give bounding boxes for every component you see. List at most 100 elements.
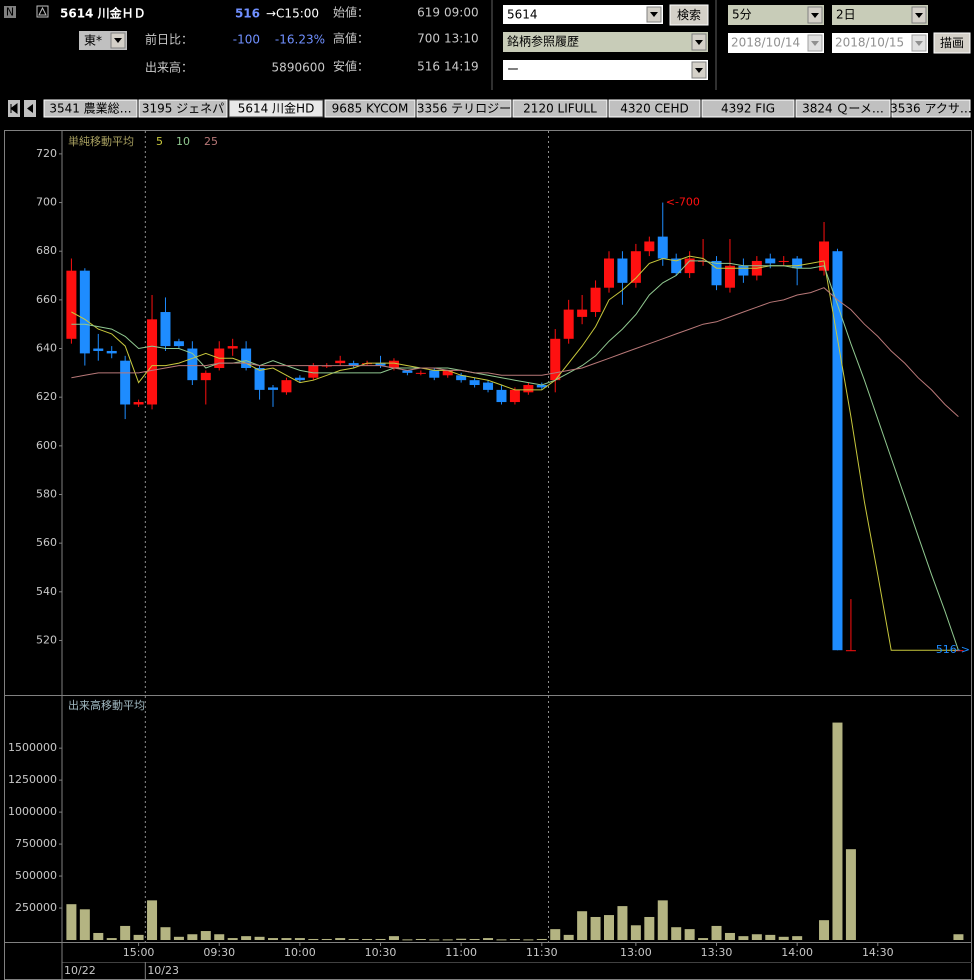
moving-average [71, 287, 959, 417]
candle-body [106, 350, 117, 354]
tab-label: 4320 CEHD [620, 102, 689, 116]
y-tick-label: 660 [36, 293, 57, 306]
volume-bar [630, 925, 641, 940]
volume-tick-label: 750000 [15, 837, 57, 850]
volume-bar [509, 938, 520, 940]
dropdown-arrow [811, 41, 819, 46]
open-time: 09:00 [444, 6, 479, 20]
y-tick-label: 520 [36, 633, 57, 646]
tab[interactable] [701, 99, 795, 118]
y-tick-label: 620 [36, 390, 57, 403]
search-label: 検索 [677, 8, 701, 22]
volume-bar [442, 939, 453, 941]
candle-body [281, 380, 292, 393]
volume-tick-label: 1500000 [8, 741, 57, 754]
candle-body [483, 382, 494, 390]
volume-bar [684, 929, 695, 940]
volume-bar [254, 936, 265, 940]
interval-select[interactable] [728, 5, 824, 25]
y-tick-label: 680 [36, 244, 57, 257]
date-label: 10/22 [64, 964, 96, 977]
candle-body [698, 260, 709, 262]
alert-icon-glyph [38, 6, 47, 16]
candle-body [671, 258, 682, 274]
tab-label: 3195 ジェネパ [142, 102, 224, 116]
code-input[interactable] [503, 5, 663, 24]
volume-bar [281, 938, 292, 940]
market-icon: N [6, 6, 14, 19]
volume-bar [133, 934, 144, 940]
candle-body [563, 309, 574, 339]
candle-body [657, 236, 668, 259]
x-tick-label: 10:30 [365, 946, 397, 959]
stock-title: 5614 川金ＨＤ [60, 6, 146, 21]
sub-select[interactable] [503, 60, 708, 80]
candle-body [93, 348, 104, 351]
high-label: 高値： [333, 31, 369, 46]
candle-body [724, 265, 735, 288]
volume-bar [227, 938, 238, 940]
volume-bar [456, 938, 467, 940]
span-select[interactable] [832, 5, 928, 25]
tab[interactable] [324, 99, 416, 118]
draw-button[interactable] [933, 32, 971, 54]
tab[interactable] [138, 99, 228, 118]
volume-bar [738, 936, 749, 940]
moving-average [71, 255, 959, 651]
to: 2018/10/15 [835, 36, 904, 50]
x-tick-label: 11:00 [445, 946, 477, 959]
dropdown-arrow [114, 38, 122, 43]
candle-body [200, 372, 211, 381]
candle-body [604, 258, 614, 288]
tab[interactable] [608, 99, 701, 118]
tab-prev-icon [27, 104, 33, 113]
volume-bar [792, 936, 803, 940]
volume-bar [348, 938, 359, 940]
history: 銘柄参照履歴 [507, 34, 579, 49]
candle-body [375, 363, 386, 366]
candle-body [388, 360, 399, 368]
volume-bar [469, 938, 480, 940]
high-time: 13:10 [444, 32, 479, 46]
y-tick-label: 540 [36, 585, 57, 598]
candle-body [550, 338, 561, 381]
y-tick-label: 580 [36, 488, 57, 501]
tab-label: 5614 川金HD [238, 101, 315, 116]
candle-body [509, 389, 520, 403]
history-select[interactable] [503, 32, 708, 52]
search-button[interactable] [669, 4, 709, 26]
legend-title: 単純移動平均 [68, 134, 134, 148]
volume-bar [832, 722, 843, 940]
candle-body [133, 402, 144, 405]
tab[interactable] [795, 99, 891, 118]
from-date[interactable] [728, 33, 824, 53]
dropdown-arrow [695, 68, 703, 73]
candle-body [160, 312, 171, 347]
y-tick-label: 720 [36, 147, 57, 160]
tab[interactable] [512, 99, 608, 118]
tab[interactable] [891, 99, 971, 118]
x-tick-label: 10:00 [284, 946, 316, 959]
volume-bar [173, 936, 184, 940]
alert-icon[interactable] [36, 5, 49, 18]
volume-bar [66, 904, 77, 940]
volume-bar [483, 938, 494, 940]
volume-bar [93, 932, 104, 940]
candle-body [429, 370, 440, 378]
x-tick-label: 15:00 [123, 946, 155, 959]
exchange-select[interactable]: 東* [79, 31, 127, 50]
tab[interactable] [228, 99, 324, 118]
volume-bar [335, 938, 346, 940]
volume-tick-label: 1250000 [8, 773, 57, 786]
volume-bar [536, 938, 547, 940]
candle-body [590, 287, 601, 313]
volume-bar [711, 925, 722, 940]
tab[interactable] [416, 99, 512, 118]
tab[interactable] [43, 99, 138, 118]
volume-bar [294, 938, 305, 940]
x-tick-label: 14:30 [862, 946, 894, 959]
x-tick-label: 14:00 [781, 946, 813, 959]
date-label: 10/23 [147, 964, 179, 977]
x-tick-label: 13:00 [620, 946, 652, 959]
to-date[interactable] [832, 33, 928, 53]
